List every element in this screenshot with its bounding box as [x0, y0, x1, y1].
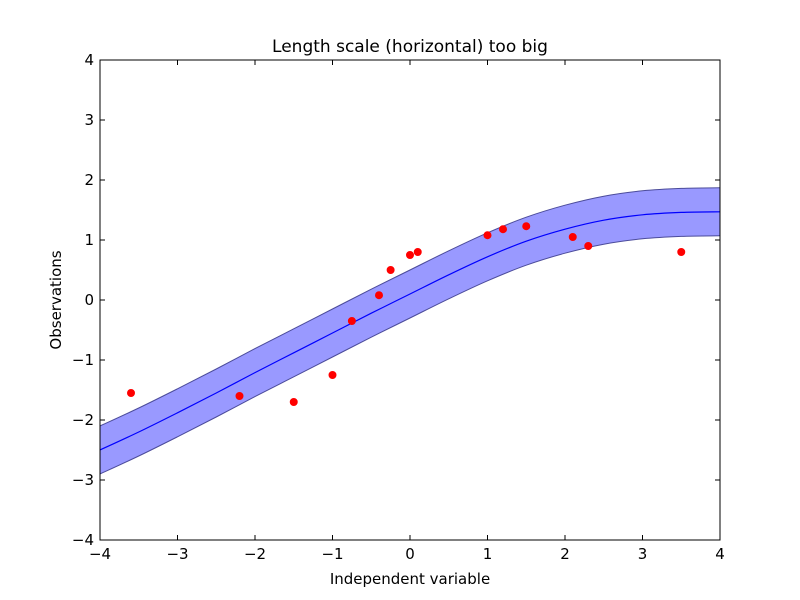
observation-point	[347, 317, 356, 325]
observation-point	[328, 371, 337, 379]
y-tick-label: −3	[72, 471, 94, 489]
x-tick-label: −3	[166, 545, 188, 563]
observation-point	[127, 389, 135, 397]
y-tick-label: −2	[72, 411, 94, 429]
observation-point	[289, 398, 298, 406]
x-axis-label: Independent variable	[330, 570, 490, 588]
band-lower-edge	[100, 235, 720, 475]
observation-point	[413, 248, 422, 256]
x-tick-label: 3	[638, 545, 648, 563]
plot-layer	[100, 187, 720, 475]
observation-point	[499, 225, 507, 234]
x-tick-label: −4	[89, 545, 111, 563]
x-tick-label: −2	[244, 545, 266, 563]
confidence-band	[100, 187, 720, 475]
observation-point	[235, 392, 244, 400]
observation-point	[677, 248, 686, 256]
observation-point	[568, 233, 577, 241]
y-tick-label: −1	[72, 351, 94, 369]
mean-line	[100, 211, 720, 451]
y-tick-label: 2	[84, 171, 94, 189]
x-tick-label: 0	[405, 545, 415, 563]
x-tick-label: 4	[715, 545, 725, 563]
x-tick-label: 2	[560, 545, 570, 563]
band-upper-edge	[100, 187, 720, 427]
y-tick-label: 3	[84, 111, 94, 129]
observation-point	[522, 222, 531, 231]
observation-point	[584, 242, 593, 250]
y-axis-label: Observations	[47, 250, 65, 349]
observation-point	[375, 291, 383, 300]
observation-point	[406, 251, 414, 259]
observation-point	[386, 266, 395, 274]
y-tick-label: 0	[84, 291, 94, 309]
y-tick-label: −4	[72, 531, 94, 549]
x-tick-label: 1	[483, 545, 493, 563]
x-tick-label: −1	[321, 545, 343, 563]
chart-title: Length scale (horizontal) too big	[272, 37, 548, 57]
tick-layer: −4 −3 −2 −1 0 1 2 3 4 −4 −3 −2 −1 0 1 2 3 4	[72, 51, 725, 563]
y-tick-label: 4	[84, 51, 94, 69]
observation-point	[483, 231, 492, 240]
plot-area	[100, 187, 720, 475]
y-tick-label: 1	[84, 231, 94, 249]
